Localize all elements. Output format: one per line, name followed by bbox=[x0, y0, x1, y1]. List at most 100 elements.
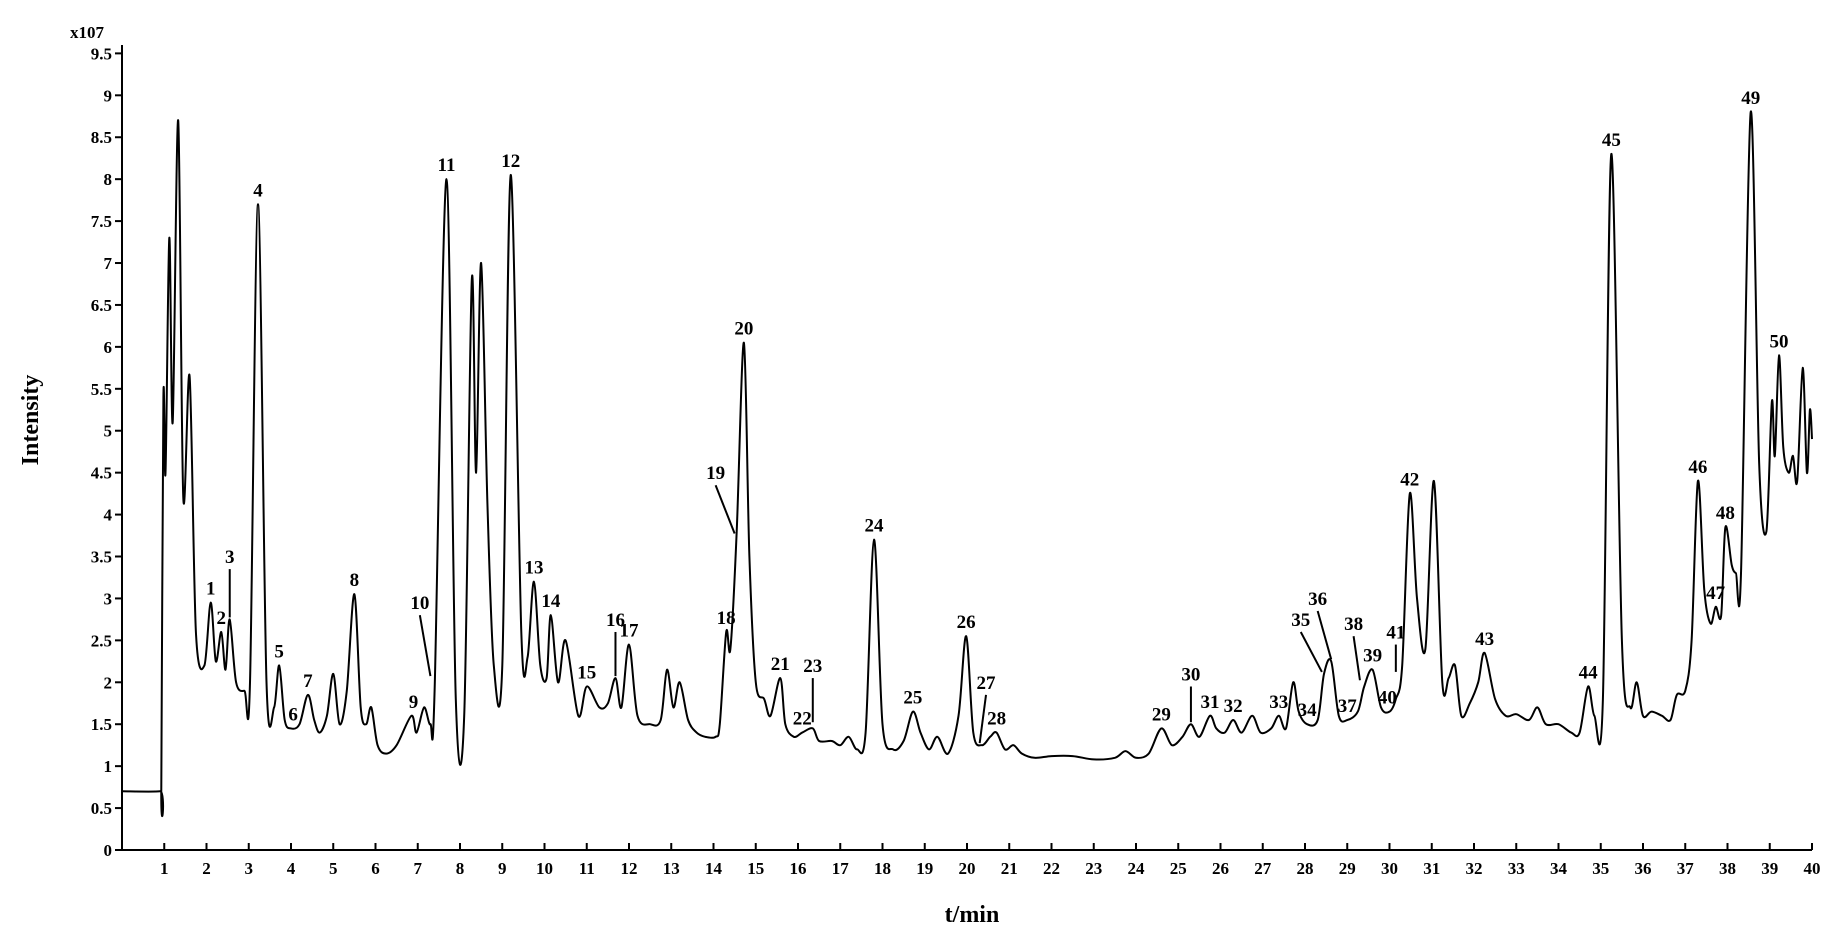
y-tick-label: 4.5 bbox=[91, 464, 112, 483]
peak-label: 2 bbox=[217, 608, 227, 629]
y-axis-ticks: 0 0.5 1 1.5 2 2.5 3 3.5 4 4.5 5 5.5 6 6.5 7 7.5 8 8.5 9 9.5 bbox=[91, 44, 122, 860]
peak-label: 37 bbox=[1338, 696, 1358, 717]
x-tick-label: 3 bbox=[245, 859, 254, 878]
y-tick-label: 2 bbox=[104, 673, 113, 692]
peak-label: 17 bbox=[620, 621, 640, 642]
x-tick-label: 4 bbox=[287, 859, 296, 878]
y-tick-label: 1.5 bbox=[91, 715, 112, 734]
peak-label: 15 bbox=[577, 662, 596, 683]
peak-label: 1 bbox=[206, 579, 216, 600]
peak-label: 39 bbox=[1363, 646, 1382, 667]
peak-label: 46 bbox=[1688, 457, 1707, 478]
peak-label: 38 bbox=[1344, 614, 1363, 635]
x-tick-label: 8 bbox=[456, 859, 465, 878]
y-tick-label: 3 bbox=[104, 589, 113, 608]
peak-label: 13 bbox=[524, 558, 543, 579]
x-tick-label: 32 bbox=[1466, 859, 1483, 878]
x-tick-label: 13 bbox=[663, 859, 680, 878]
peak-label: 31 bbox=[1200, 692, 1219, 713]
y-tick-label: 6.5 bbox=[91, 296, 112, 315]
peak-leader-line bbox=[714, 484, 736, 534]
peak-label: 12 bbox=[501, 151, 520, 172]
x-tick-label: 9 bbox=[498, 859, 507, 878]
y-tick-label: 2.5 bbox=[91, 631, 112, 650]
x-tick-label: 15 bbox=[747, 859, 764, 878]
peak-label: 3 bbox=[225, 547, 235, 568]
y-axis-title: Intensity bbox=[18, 375, 44, 466]
x-tick-label: 6 bbox=[371, 859, 380, 878]
x-tick-label: 28 bbox=[1297, 859, 1314, 878]
x-axis-ticks: 1 2 3 4 5 6 7 8 9 10 11 12 13 14 15 16 17 18 19 20 21 22 23 24 2… bbox=[160, 843, 1821, 878]
peak-label: 30 bbox=[1181, 664, 1200, 685]
series-layer bbox=[121, 110, 1813, 818]
peak-label: 4 bbox=[253, 180, 263, 201]
x-tick-label: 21 bbox=[1001, 859, 1018, 878]
peak-label: 7 bbox=[303, 671, 313, 692]
peak-label: 9 bbox=[409, 692, 419, 713]
peak-label: 41 bbox=[1386, 623, 1405, 644]
peak-label: 22 bbox=[793, 709, 812, 730]
x-tick-label: 22 bbox=[1043, 859, 1060, 878]
peak-label: 21 bbox=[771, 654, 790, 675]
axes: 1 2 3 4 5 6 7 8 9 10 11 12 13 14 15 16 17 18 19 20 21 22 23 24 2… bbox=[91, 44, 1821, 878]
peak-label: 27 bbox=[977, 673, 997, 694]
x-tick-label: 10 bbox=[536, 859, 553, 878]
peak-label: 34 bbox=[1298, 700, 1318, 721]
y-tick-label: 6 bbox=[104, 338, 113, 357]
peak-label: 25 bbox=[903, 688, 922, 709]
peak-label: 8 bbox=[350, 570, 360, 591]
peak-leader-line bbox=[1316, 610, 1333, 660]
x-tick-label: 12 bbox=[621, 859, 638, 878]
x-tick-label: 35 bbox=[1592, 859, 1609, 878]
peak-label: 43 bbox=[1475, 629, 1494, 650]
x-tick-label: 1 bbox=[160, 859, 169, 878]
peak-label: 10 bbox=[410, 593, 429, 614]
x-tick-label: 18 bbox=[874, 859, 891, 878]
x-tick-label: 16 bbox=[790, 859, 807, 878]
y-tick-label: 9 bbox=[104, 86, 113, 105]
x-tick-label: 7 bbox=[414, 859, 423, 878]
peak-label: 26 bbox=[957, 612, 976, 633]
y-tick-label: 5 bbox=[104, 422, 113, 441]
peak-leader-line bbox=[1352, 636, 1361, 681]
x-tick-label: 2 bbox=[202, 859, 211, 878]
x-tick-label: 37 bbox=[1677, 859, 1695, 878]
x-tick-label: 36 bbox=[1635, 859, 1652, 878]
peak-label: 28 bbox=[987, 709, 1006, 730]
x-tick-label: 33 bbox=[1508, 859, 1525, 878]
x-tick-label: 11 bbox=[579, 859, 595, 878]
peak-label: 40 bbox=[1378, 688, 1397, 709]
x-tick-label: 29 bbox=[1339, 859, 1356, 878]
peak-label: 32 bbox=[1224, 696, 1243, 717]
x-tick-label: 20 bbox=[959, 859, 976, 878]
peak-label: 23 bbox=[803, 656, 822, 677]
intensity-series-line bbox=[121, 110, 1813, 818]
x-tick-label: 24 bbox=[1128, 859, 1146, 878]
x-tick-label: 40 bbox=[1804, 859, 1821, 878]
peak-label: 48 bbox=[1716, 503, 1735, 524]
x-tick-label: 5 bbox=[329, 859, 338, 878]
peak-leader-line bbox=[418, 615, 432, 677]
x-tick-label: 26 bbox=[1212, 859, 1229, 878]
peak-label: 20 bbox=[734, 319, 753, 340]
peak-label: 11 bbox=[438, 155, 456, 176]
y-tick-label: 4 bbox=[104, 506, 113, 525]
y-tick-label: 7.5 bbox=[91, 212, 112, 231]
peak-label: 33 bbox=[1269, 692, 1288, 713]
y-tick-label: 5.5 bbox=[91, 380, 112, 399]
peak-label: 50 bbox=[1770, 331, 1789, 352]
peak-leader-line bbox=[1299, 631, 1323, 673]
peak-label: 49 bbox=[1741, 88, 1760, 109]
y-tick-label: 7 bbox=[104, 254, 113, 273]
y-axis-multiplier: x107 bbox=[70, 23, 105, 42]
x-tick-label: 38 bbox=[1719, 859, 1736, 878]
y-tick-label: 1 bbox=[104, 757, 113, 776]
x-tick-label: 34 bbox=[1550, 859, 1568, 878]
y-tick-label: 0 bbox=[104, 841, 113, 860]
x-tick-label: 30 bbox=[1381, 859, 1398, 878]
y-tick-label: 9.5 bbox=[91, 44, 112, 63]
x-tick-label: 14 bbox=[705, 859, 723, 878]
x-tick-label: 19 bbox=[916, 859, 933, 878]
peak-label: 47 bbox=[1706, 583, 1726, 604]
